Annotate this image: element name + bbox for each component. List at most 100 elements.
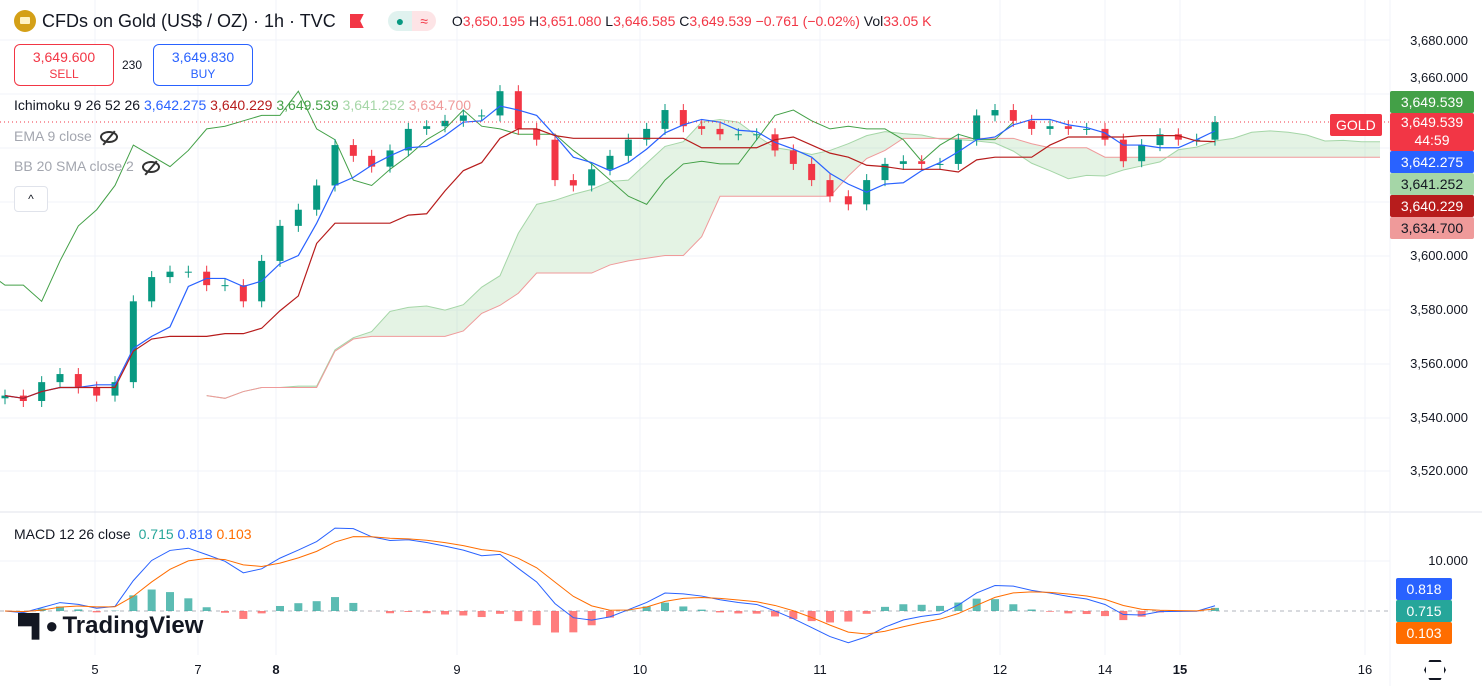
candle	[313, 185, 321, 210]
price-label: 3,640.229	[1390, 195, 1474, 217]
candle	[1009, 110, 1017, 121]
settings-icon[interactable]	[1424, 660, 1446, 680]
candle	[1174, 134, 1182, 140]
legend-ichimoku[interactable]: Ichimoku 9 26 52 26 3,642.275 3,640.229 …	[14, 97, 472, 113]
macd-histogram-bar	[991, 599, 999, 611]
time-tick: 10	[632, 662, 648, 677]
candle	[716, 128, 724, 135]
candle	[349, 145, 357, 156]
macd-label: 0.818	[1396, 578, 1452, 600]
macd-tick: 10.000	[1428, 553, 1468, 568]
candle	[881, 163, 889, 181]
price-label: 3,642.275	[1390, 151, 1474, 173]
price-tick: 3,560.000	[1410, 356, 1468, 371]
sell-button[interactable]: 3,649.600 SELL	[14, 44, 114, 86]
candle	[386, 150, 394, 167]
macd-histogram-bar	[74, 609, 83, 611]
macd-histogram-bar	[1137, 611, 1146, 617]
candle	[551, 139, 559, 181]
candle	[1083, 128, 1091, 130]
macd-histogram-bar	[257, 611, 266, 614]
macd-histogram-bar	[752, 611, 761, 614]
tradingview-logo[interactable]: ▀▌● TradingView	[18, 612, 204, 639]
price-tick: 3,680.000	[1410, 33, 1468, 48]
legend-macd[interactable]: MACD 12 26 close 0.715 0.818 0.103	[14, 526, 252, 542]
market-open-dot-icon: ●	[387, 11, 413, 31]
price-label: 3,649.539 44:59	[1390, 113, 1474, 151]
macd-histogram-bar	[826, 611, 834, 623]
macd-histogram-bar	[386, 611, 394, 614]
candle	[918, 161, 926, 164]
candle	[1, 395, 9, 399]
macd-histogram-bar	[569, 611, 578, 633]
legend-bb[interactable]: BB 20 SMA close 2	[14, 158, 160, 174]
macd-histogram-bar	[441, 611, 449, 615]
ichimoku-cloud	[206, 119, 1381, 399]
candle	[93, 387, 101, 396]
candle	[1119, 139, 1127, 162]
candle	[1064, 126, 1072, 129]
macd-histogram-bar	[312, 601, 321, 611]
macd-histogram-bar	[276, 605, 284, 611]
market-status[interactable]: ● ≈	[387, 11, 436, 31]
macd-label: 0.715	[1396, 600, 1452, 622]
macd-histogram-bar	[514, 611, 523, 622]
kijun-line	[4, 128, 1216, 399]
hidden-eye-icon[interactable]	[141, 161, 160, 174]
spread: 230	[122, 58, 143, 72]
candle	[991, 110, 999, 116]
candle	[789, 150, 797, 164]
macd-histogram-bar	[496, 611, 504, 614]
macd-histogram-bar	[789, 611, 798, 619]
time-tick: 5	[91, 662, 99, 677]
candle	[276, 225, 284, 261]
macd-histogram-bar	[294, 603, 303, 611]
candle	[734, 134, 742, 136]
candle	[404, 128, 412, 151]
candle	[643, 128, 651, 140]
candle	[56, 374, 64, 383]
tv-logo-icon: ▀▌●	[18, 613, 58, 638]
candle	[239, 285, 247, 302]
candle	[111, 382, 119, 396]
candle	[973, 115, 981, 140]
macd-histogram-bar	[1009, 604, 1018, 611]
macd-histogram-bar	[1101, 611, 1109, 617]
price-tick: 3,580.000	[1410, 302, 1468, 317]
hidden-eye-icon[interactable]	[99, 131, 118, 144]
macd-histogram-bar	[166, 592, 174, 611]
collapse-legend-button[interactable]: ^	[14, 186, 48, 212]
legend-ema[interactable]: EMA 9 close	[14, 128, 118, 144]
candle	[753, 134, 761, 136]
candle	[331, 145, 339, 186]
candle	[844, 196, 852, 205]
candle	[459, 115, 467, 121]
candle	[606, 155, 614, 170]
ohlc-values: O3,650.195 H3,651.080 L3,646.585 C3,649.…	[451, 13, 932, 29]
time-tick: 7	[194, 662, 202, 677]
macd-histogram-bar	[807, 611, 816, 622]
time-tick: 16	[1357, 662, 1373, 677]
symbol-header: CFDs on Gold (US$ / OZ) · 1h · TVC ● ≈ O3…	[14, 10, 932, 32]
price-tick: 3,520.000	[1410, 463, 1468, 478]
macd-histogram-bar	[202, 607, 211, 611]
candle	[221, 285, 229, 287]
macd-histogram-bar	[532, 611, 541, 626]
candle	[368, 155, 376, 167]
candle	[148, 277, 156, 302]
macd-histogram-bar	[844, 611, 853, 622]
candle	[496, 91, 504, 116]
price-label: 3,634.700	[1390, 217, 1474, 239]
candle	[624, 139, 632, 156]
time-tick: 14	[1097, 662, 1113, 677]
candle	[294, 209, 302, 226]
symbol-title[interactable]: CFDs on Gold (US$ / OZ) · 1h · TVC	[42, 10, 336, 31]
candle	[129, 301, 137, 383]
flag-icon[interactable]	[349, 14, 364, 28]
candle	[1101, 128, 1109, 140]
buy-button[interactable]: 3,649.830 BUY	[153, 44, 253, 86]
candle	[423, 126, 431, 129]
macd-histogram-bar	[734, 611, 743, 614]
candle	[826, 180, 834, 197]
